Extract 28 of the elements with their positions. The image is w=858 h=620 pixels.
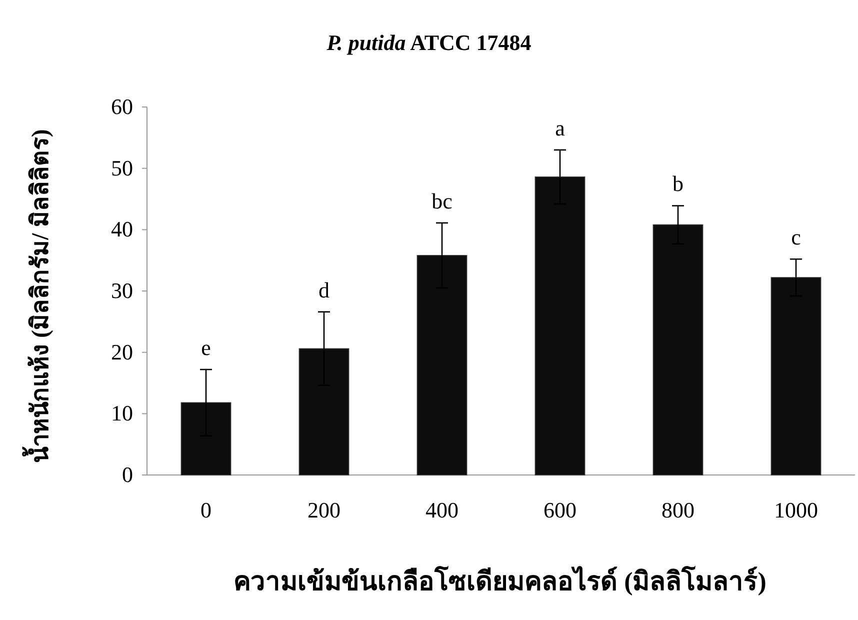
annotation: e bbox=[201, 335, 211, 360]
y-tick-label: 40 bbox=[111, 216, 133, 242]
y-tick-label: 0 bbox=[122, 462, 133, 488]
x-tick-label: 1000 bbox=[774, 498, 818, 523]
annotation: b bbox=[672, 171, 684, 196]
x-tick-label: 400 bbox=[426, 498, 458, 523]
x-tick-label: 200 bbox=[308, 498, 340, 523]
y-tick-label: 50 bbox=[111, 155, 133, 180]
annotation: c bbox=[791, 224, 802, 250]
bar bbox=[416, 255, 468, 476]
x-tick-label: 0 bbox=[200, 498, 212, 523]
bar bbox=[770, 277, 822, 476]
annotation: d bbox=[318, 277, 330, 302]
bar bbox=[298, 348, 350, 476]
y-tick-label: 10 bbox=[111, 400, 133, 426]
annotation: bc bbox=[432, 188, 453, 214]
bar bbox=[652, 224, 704, 476]
y-tick-label: 60 bbox=[111, 94, 133, 120]
bar bbox=[534, 176, 586, 476]
x-tick-label: 600 bbox=[544, 498, 576, 523]
annotation: a bbox=[555, 115, 566, 140]
y-axis-title: น้ำหนักแห้ง (มิลลิกรัม/ มิลลิลิตร) bbox=[21, 129, 54, 463]
y-tick-label: 20 bbox=[111, 339, 133, 364]
x-tick-label: 800 bbox=[662, 498, 694, 523]
bar bbox=[180, 402, 232, 476]
y-tick-label: 30 bbox=[111, 278, 133, 304]
x-axis-title: ความเข้มข้นเกลือโซเดียมคลอไรด์ (มิลลิโมลาร์) bbox=[234, 565, 766, 596]
chart-title: P. putida ATCC 17484 bbox=[326, 30, 532, 55]
